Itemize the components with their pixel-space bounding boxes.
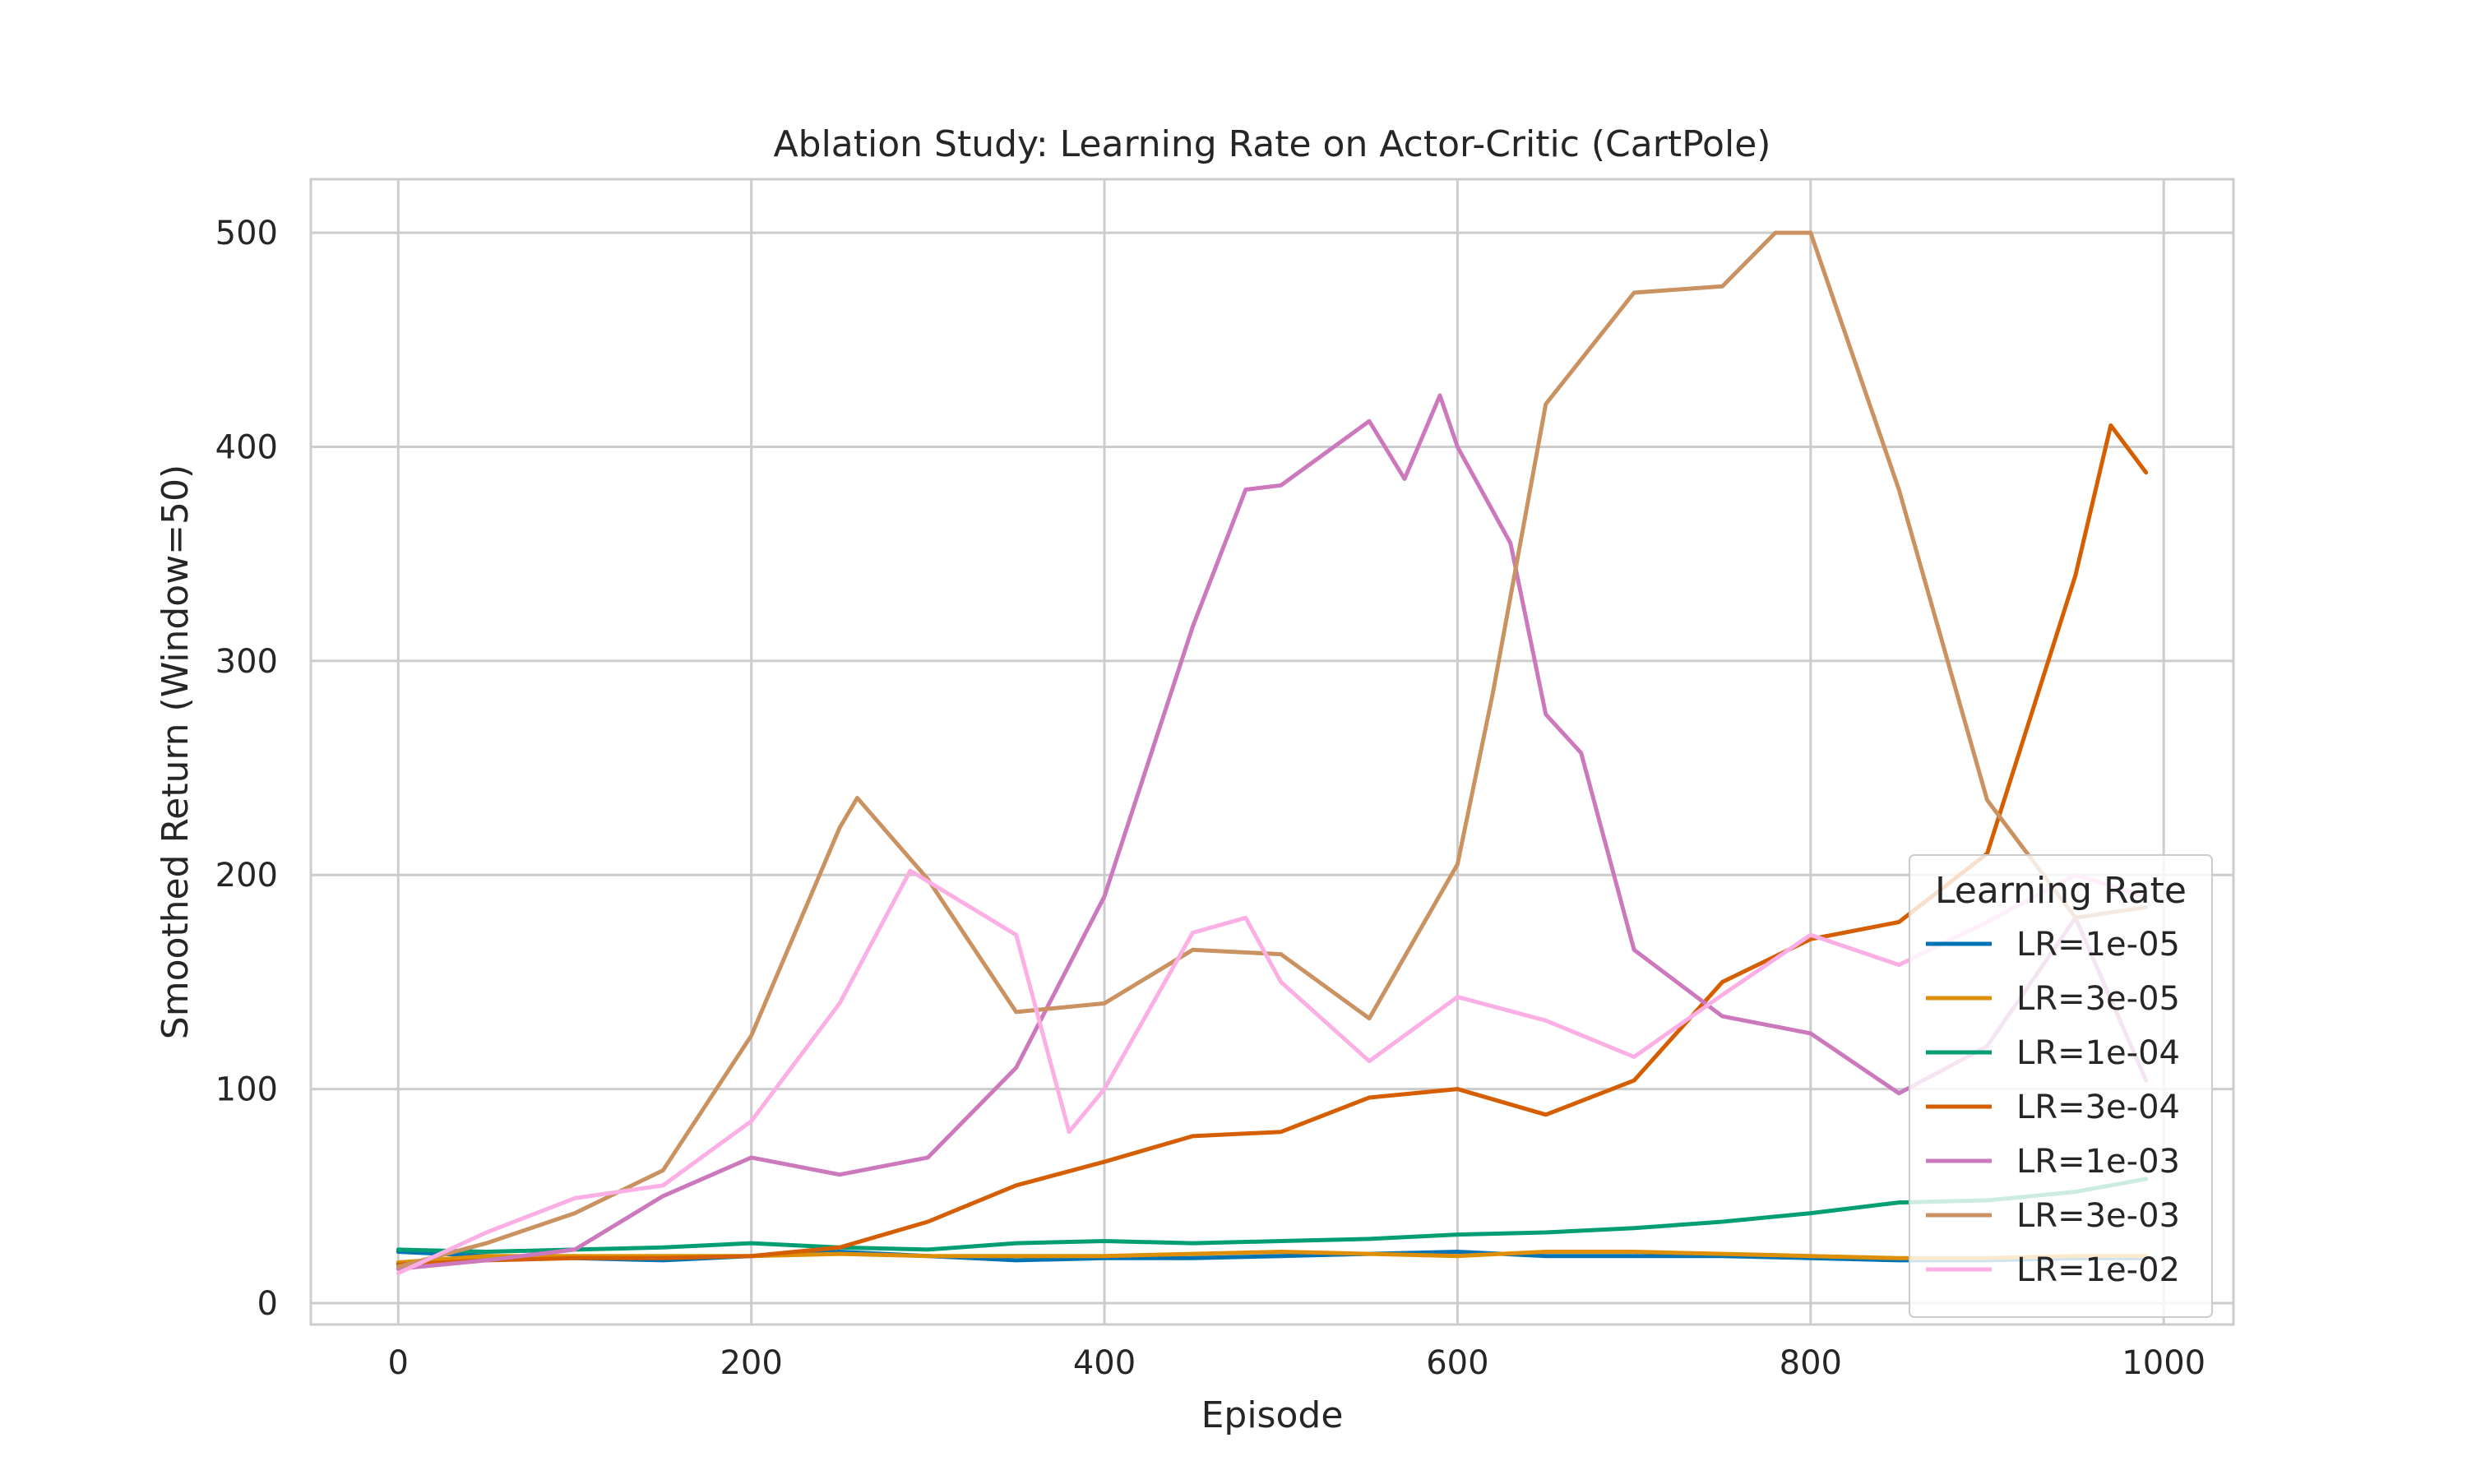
y-tick-label: 400 [215,428,278,466]
legend-label: LR=1e-05 [2016,926,2180,964]
legend-label: LR=3e-05 [2016,980,2180,1018]
series-line-6 [396,868,2149,1275]
series-line-5 [396,230,2149,1269]
chart-title: Ablation Study: Learning Rate on Actor-C… [774,123,1771,165]
plot-frame [309,178,2235,1326]
x-tick-label: 400 [1073,1344,1136,1382]
y-axis-label: Smoothed Return (Window=50) [155,465,197,1039]
y-tick-label: 0 [257,1285,278,1323]
x-tick-label: 0 [388,1344,409,1382]
y-tick-label: 100 [215,1071,278,1109]
y-tick-label: 500 [215,215,278,252]
series-line-4 [396,393,2149,1271]
legend-items: LR=1e-05 LR=3e-05 LR=1e-04 LR=3e-04 LR=1e-03… [1926,926,2180,1289]
legend-title: Learning Rate [1935,870,2187,912]
x-tick-label: 800 [1780,1344,1842,1382]
x-tick-label: 1000 [2122,1344,2205,1382]
x-tick-label: 600 [1426,1344,1488,1382]
legend-label: LR=3e-03 [2016,1197,2180,1235]
y-tick-label: 200 [215,857,278,895]
legend-box [1909,854,2213,1318]
tick-labels: 0 200 400 600 800 1000 0 100 200 300 400 500 [215,215,2205,1382]
legend-label: LR=3e-04 [2016,1089,2180,1126]
legend-label: LR=1e-02 [2016,1251,2180,1289]
x-tick-label: 200 [720,1344,782,1382]
series-line-2 [396,1177,2149,1254]
legend: Learning Rate LR=1e-05LR=3e-05LR=1e-04LR… [1909,854,2213,1318]
legend-label: LR=1e-04 [2016,1034,2180,1072]
y-tick-label: 300 [215,643,278,681]
x-axis-label: Episode [1201,1394,1344,1436]
legend-label: LR=1e-03 [2016,1143,2180,1181]
